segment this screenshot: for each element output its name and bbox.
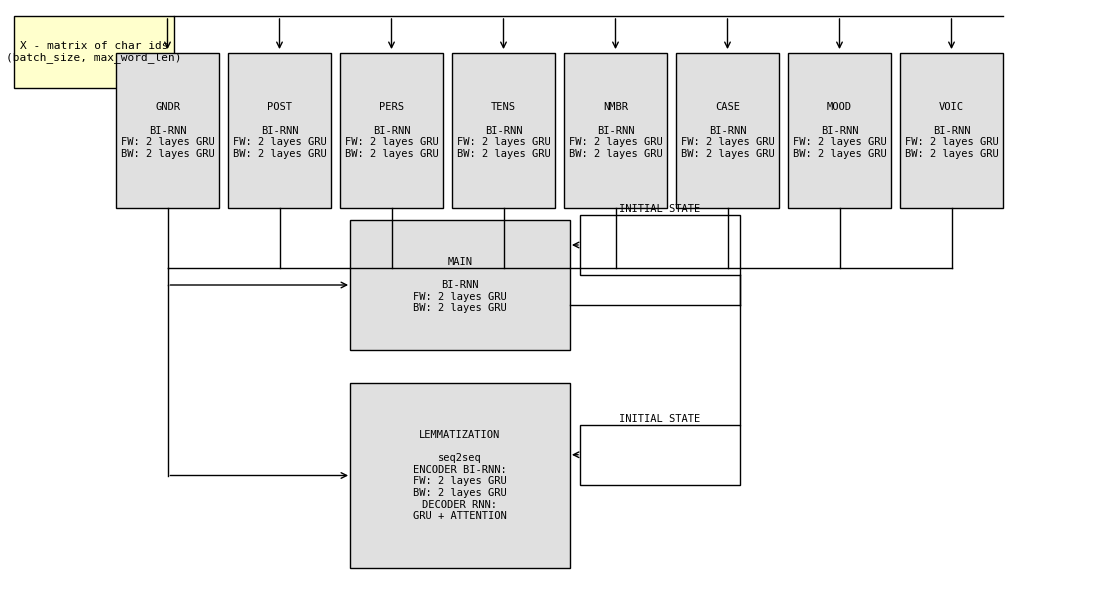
Text: TENS

BI-RNN
FW: 2 layes GRU
BW: 2 layes GRU: TENS BI-RNN FW: 2 layes GRU BW: 2 layes … — [457, 102, 550, 158]
Bar — [116, 53, 220, 208]
Bar — [228, 53, 332, 208]
Bar — [580, 215, 740, 275]
Bar — [340, 53, 444, 208]
Text: NMBR

BI-RNN
FW: 2 layes GRU
BW: 2 layes GRU: NMBR BI-RNN FW: 2 layes GRU BW: 2 layes … — [569, 102, 662, 158]
Text: VOIC

BI-RNN
FW: 2 layes GRU
BW: 2 layes GRU: VOIC BI-RNN FW: 2 layes GRU BW: 2 layes … — [905, 102, 998, 158]
Bar — [580, 425, 740, 485]
Bar — [564, 53, 668, 208]
Text: POST

BI-RNN
FW: 2 layes GRU
BW: 2 layes GRU: POST BI-RNN FW: 2 layes GRU BW: 2 layes … — [233, 102, 326, 158]
Bar — [452, 53, 556, 208]
Text: MOOD

BI-RNN
FW: 2 layes GRU
BW: 2 layes GRU: MOOD BI-RNN FW: 2 layes GRU BW: 2 layes … — [793, 102, 886, 158]
Text: MAIN

BI-RNN
FW: 2 layes GRU
BW: 2 layes GRU: MAIN BI-RNN FW: 2 layes GRU BW: 2 layes … — [413, 257, 507, 313]
Bar — [13, 16, 174, 88]
Text: X - matrix of char ids
(batch_size, max_word_len): X - matrix of char ids (batch_size, max_… — [7, 41, 181, 63]
Text: LEMMATIZATION

seq2seq
ENCODER BI-RNN:
FW: 2 layes GRU
BW: 2 layes GRU
DECODER R: LEMMATIZATION seq2seq ENCODER BI-RNN: FW… — [413, 430, 507, 521]
Bar — [900, 53, 1004, 208]
Text: GNDR

BI-RNN
FW: 2 layes GRU
BW: 2 layes GRU: GNDR BI-RNN FW: 2 layes GRU BW: 2 layes … — [121, 102, 214, 158]
Bar — [349, 220, 570, 350]
Bar — [349, 383, 570, 568]
Bar — [676, 53, 780, 208]
Text: INITIAL STATE: INITIAL STATE — [619, 414, 701, 424]
Text: INITIAL STATE: INITIAL STATE — [619, 204, 701, 214]
Text: PERS

BI-RNN
FW: 2 layes GRU
BW: 2 layes GRU: PERS BI-RNN FW: 2 layes GRU BW: 2 layes … — [345, 102, 438, 158]
Text: CASE

BI-RNN
FW: 2 layes GRU
BW: 2 layes GRU: CASE BI-RNN FW: 2 layes GRU BW: 2 layes … — [681, 102, 774, 158]
Bar — [788, 53, 892, 208]
